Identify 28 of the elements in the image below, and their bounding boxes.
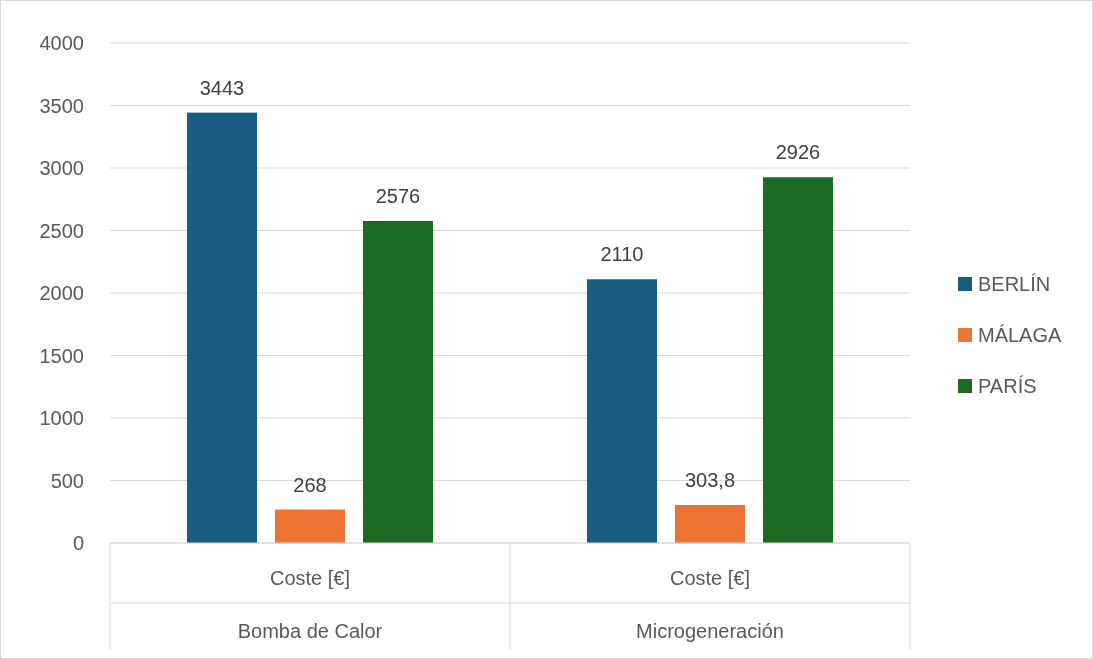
y-tick-label: 2000 — [39, 282, 84, 304]
legend-label: MÁLAGA — [978, 324, 1063, 346]
legend-label: BERLÍN — [978, 273, 1051, 295]
y-tick-label: 3000 — [39, 157, 84, 179]
y-tick-label: 1500 — [39, 344, 84, 367]
y-tick-label: 4000 — [39, 32, 84, 54]
bar — [763, 177, 833, 543]
data-label: 3443 — [199, 76, 245, 99]
data-label: 2110 — [600, 243, 644, 266]
y-tick-label: 0 — [72, 532, 84, 554]
legend-label: PARÍS — [978, 375, 1037, 397]
data-label: 303,8 — [684, 469, 736, 492]
x-tick-label: Coste [€] — [269, 567, 351, 589]
y-tick-label: 3500 — [39, 94, 84, 117]
bar — [187, 112, 257, 543]
bar — [587, 279, 657, 543]
data-label: 2576 — [375, 185, 421, 207]
data-label: 268 — [293, 473, 327, 496]
x-tick-label: Coste [€] — [669, 567, 751, 589]
bar — [275, 509, 345, 543]
bar — [363, 221, 433, 543]
y-tick-label: 1000 — [39, 407, 84, 429]
bar — [675, 505, 745, 543]
data-label: 2926 — [775, 141, 821, 164]
text: Bomba de Calor — [237, 620, 383, 642]
y-tick-label: 500 — [50, 469, 84, 492]
text: Microgeneración — [636, 620, 784, 642]
y-tick-label: 2500 — [39, 219, 84, 242]
